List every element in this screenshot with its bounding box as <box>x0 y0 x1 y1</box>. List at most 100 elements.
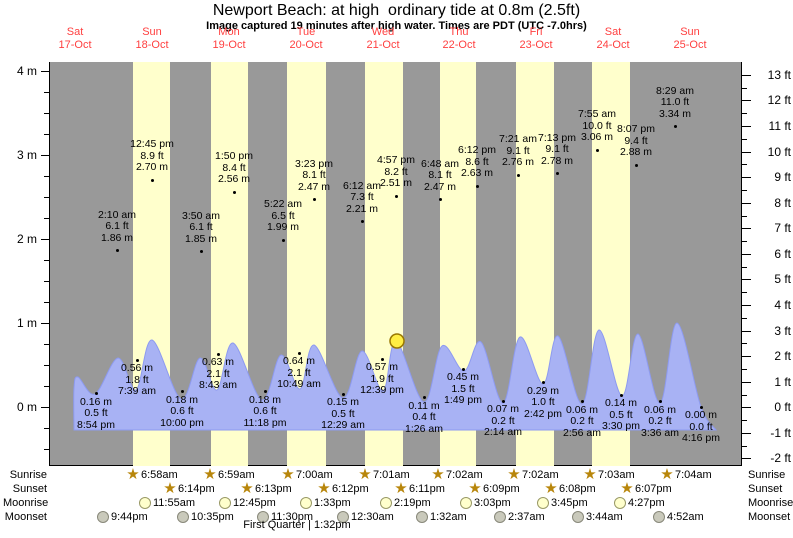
low-tide-label-line: 3:30 pm <box>602 420 640 433</box>
left-axis-major-tick <box>41 407 49 408</box>
low-tide-label: 0.07 m 0.2 ft 2:14 am <box>484 404 522 439</box>
low-tide-label-line: 0.45 m <box>446 371 480 384</box>
high-tide-label-line: 4:57 pm <box>377 154 415 167</box>
high-tide-label-line: 6.1 ft <box>189 221 213 234</box>
astro-row-label-right: Sunset <box>748 483 783 495</box>
left-axis-tick-label: 2 m <box>16 232 37 247</box>
low-tide-dot <box>341 392 345 396</box>
day-date: 25-Oct <box>673 38 707 51</box>
right-axis-tick-label: 10 ft <box>767 144 791 159</box>
day-label: Wed 21-Oct <box>366 26 400 51</box>
high-tide-label-line: 2.63 m <box>460 167 494 180</box>
sunrise-time: 7:02am <box>446 469 483 481</box>
high-tide-dot <box>555 172 559 176</box>
low-tide-label: 0.16 m 0.5 ft 8:54 pm <box>77 396 115 432</box>
right-axis-major-tick <box>742 100 751 101</box>
high-tide-label-line: 2.70 m <box>135 161 169 174</box>
moonset-time: 12:30am <box>351 511 394 523</box>
high-tide-dot <box>312 198 316 202</box>
right-axis-minor-tick <box>742 241 747 242</box>
low-tide-label-line: 3:36 am <box>641 426 679 439</box>
astro-row-label-left: Sunrise <box>9 469 47 481</box>
high-tide-dot <box>438 198 442 202</box>
moonrise-icon <box>219 497 231 509</box>
high-tide-dot <box>115 249 119 253</box>
low-tide-dot <box>580 400 584 404</box>
moonset-time: 3:44am <box>586 511 623 523</box>
sunrise-time: 6:58am <box>141 469 178 481</box>
moonset-time: 10:35pm <box>191 511 234 523</box>
high-tide-label-line: 2.56 m <box>217 173 251 186</box>
moonset-time: 11:30pm <box>271 511 313 523</box>
right-axis-major-tick <box>742 331 751 332</box>
left-axis-minor-tick <box>44 197 49 198</box>
right-axis-tick-label: 0 ft <box>774 400 791 415</box>
low-tide-label-line: 0.2 ft <box>491 414 515 427</box>
low-tide-label: 0.14 m 0.5 ft 3:30 pm <box>602 398 640 433</box>
right-axis-minor-tick <box>742 113 747 114</box>
right-axis-minor-tick <box>742 190 747 191</box>
sun-star-icon: ★ <box>544 478 558 497</box>
low-tide-label-line: 0.06 m <box>565 403 599 416</box>
right-axis-minor-tick <box>742 420 747 421</box>
sun-star-icon: ★ <box>660 464 674 483</box>
high-tide-label-line: 1.86 m <box>100 231 134 244</box>
moonset-icon <box>494 511 506 523</box>
right-axis-major-tick <box>742 152 751 153</box>
low-tide-label-line: 0.5 ft <box>331 407 355 420</box>
high-tide-label-line: 12:45 pm <box>130 138 174 151</box>
high-tide-label: 2:10 am 6.1 ft 1.86 m <box>98 209 136 245</box>
high-tide-label-line: 8.2 ft <box>384 165 408 178</box>
day-label: Fri 23-Oct <box>519 26 553 51</box>
day-label: Mon 19-Oct <box>212 26 246 51</box>
high-tide-label: 5:22 am 6.5 ft 1.99 m <box>264 199 302 234</box>
left-axis-minor-tick <box>44 92 49 93</box>
low-tide-label-line: 0.6 ft <box>170 405 194 418</box>
low-tide-dot <box>658 400 662 404</box>
high-tide-label-line: 2.51 m <box>379 177 413 190</box>
moonset-icon <box>177 511 189 523</box>
sunrise-time: 7:01am <box>373 469 410 481</box>
moonrise-time: 1:33pm <box>314 497 351 509</box>
sunset-time: 6:14pm <box>178 483 215 495</box>
low-tide-label-line: 0.18 m <box>248 393 282 406</box>
sun-star-icon: ★ <box>126 464 140 483</box>
right-axis-minor-tick <box>742 343 747 344</box>
daylight-band <box>211 62 248 466</box>
right-axis-tick-label: -1 ft <box>770 425 791 440</box>
day-date: 20-Oct <box>289 38 323 51</box>
low-tide-label-line: 2:56 am <box>563 426 601 439</box>
moonset-icon <box>337 511 349 523</box>
high-tide-label-line: 3:23 pm <box>295 157 333 170</box>
low-tide-label: 0.18 m 0.6 ft 10:00 pm <box>160 394 204 430</box>
high-tide-dot <box>595 148 599 152</box>
right-axis-major-tick <box>742 228 751 229</box>
low-tide-label: 0.56 m 1.8 ft 7:39 am <box>118 363 156 398</box>
high-tide-label-line: 6:12 pm <box>458 144 496 157</box>
low-tide-label: 0.06 m 0.2 ft 2:56 am <box>563 403 601 440</box>
left-axis-minor-tick <box>44 365 49 366</box>
moonset-time: 9:44pm <box>111 511 148 523</box>
low-tide-dot <box>216 352 220 356</box>
high-tide-label-line: 2.47 m <box>297 180 331 193</box>
low-tide-dot <box>94 392 98 396</box>
low-tide-label: 0.63 m 2.1 ft 8:43 am <box>199 357 237 392</box>
day-label: Sat 17-Oct <box>58 26 92 51</box>
day-date: 19-Oct <box>212 38 246 51</box>
low-tide-label-line: 1.0 ft <box>531 396 555 409</box>
sun-star-icon: ★ <box>281 464 295 483</box>
high-tide-dot <box>516 173 520 177</box>
high-tide-label: 6:48 am 8.1 ft 2.47 m <box>421 158 459 194</box>
sun-star-icon: ★ <box>240 478 254 497</box>
high-tide-label: 6:12 am 7.3 ft 2.21 m <box>343 180 381 216</box>
low-tide-label-line: 2.1 ft <box>206 367 230 380</box>
high-tide-label-line: 9.1 ft <box>506 144 530 157</box>
sunrise-time: 7:03am <box>598 469 635 481</box>
high-tide-dot <box>150 178 154 182</box>
low-tide-dot <box>263 390 267 394</box>
high-tide-label: 7:55 am 10.0 ft 3.06 m <box>578 109 616 144</box>
left-axis-tick-label: 3 m <box>16 148 37 163</box>
high-tide-label: 3:23 pm 8.1 ft 2.47 m <box>295 157 333 194</box>
moonrise-icon <box>380 497 392 509</box>
right-axis-minor-tick <box>742 88 747 89</box>
